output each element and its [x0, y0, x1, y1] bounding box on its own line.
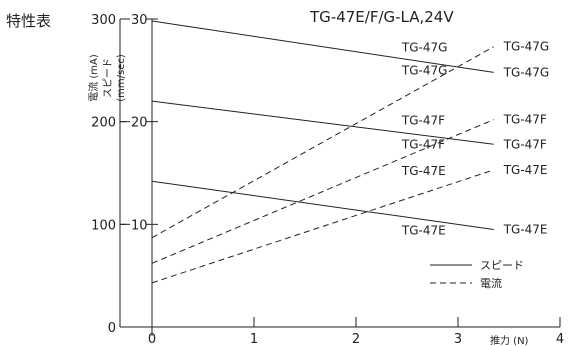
x-tick-label: 3	[454, 332, 462, 346]
series-label: TG-47G	[401, 63, 448, 77]
series-end-label: TG-47E	[503, 222, 548, 236]
page-heading: 特性表	[6, 12, 51, 30]
x-axis-label: 推力 (N)	[490, 334, 529, 346]
svg-text:スピード: スピード	[102, 58, 114, 98]
series-label: TG-47F	[401, 114, 445, 128]
svg-text:電流 (mA): 電流 (mA)	[87, 54, 100, 102]
series-end-label: TG-47G	[503, 40, 550, 54]
series-labels: TG-47G TG-47F TG-47E TG-47G TG-47F TG-47E TG-4…	[401, 40, 549, 238]
y-axis-label-speed: スピード (mm/sec)	[102, 54, 127, 102]
current-tick-label: 200	[91, 116, 116, 131]
series-line-tg-47f-current	[151, 119, 494, 264]
series-line-tg-47e-speed	[151, 180, 494, 230]
series-label: TG-47E	[401, 223, 446, 237]
y-axis-label-current: 電流 (mA)	[87, 54, 100, 102]
series-line-tg-47f-speed	[151, 100, 494, 145]
speed-tick-label: 10	[131, 218, 148, 233]
series-label: TG-47G	[401, 41, 448, 55]
series-lines	[151, 20, 494, 284]
series-line-tg-47g-current	[151, 46, 494, 239]
series-end-label: TG-47G	[503, 65, 550, 79]
series-line-tg-47g-speed	[151, 20, 494, 73]
chart-title: TG-47E/F/G-LA,24V	[309, 8, 454, 26]
speed-tick-label: 30	[131, 13, 148, 28]
current-tick-label: 100	[91, 218, 116, 233]
series-end-label: TG-47F	[503, 137, 547, 151]
x-tick-label: 2	[352, 332, 360, 346]
x-tick-label: 0	[148, 332, 156, 346]
current-tick-label: 300	[91, 13, 116, 28]
svg-text:(mm/sec): (mm/sec)	[116, 54, 127, 102]
series-end-label: TG-47E	[503, 163, 548, 177]
x-tick-label: 1	[250, 332, 258, 346]
series-label: TG-47F	[401, 137, 445, 151]
current-tick-label: 0	[108, 321, 116, 336]
series-end-label: TG-47F	[503, 113, 547, 127]
legend-label: スピード	[480, 259, 524, 272]
x-tick-label: 4	[556, 332, 564, 346]
speed-tick-label: 20	[131, 116, 148, 131]
legend-label: 電流	[480, 276, 502, 290]
series-label: TG-47E	[401, 164, 446, 178]
